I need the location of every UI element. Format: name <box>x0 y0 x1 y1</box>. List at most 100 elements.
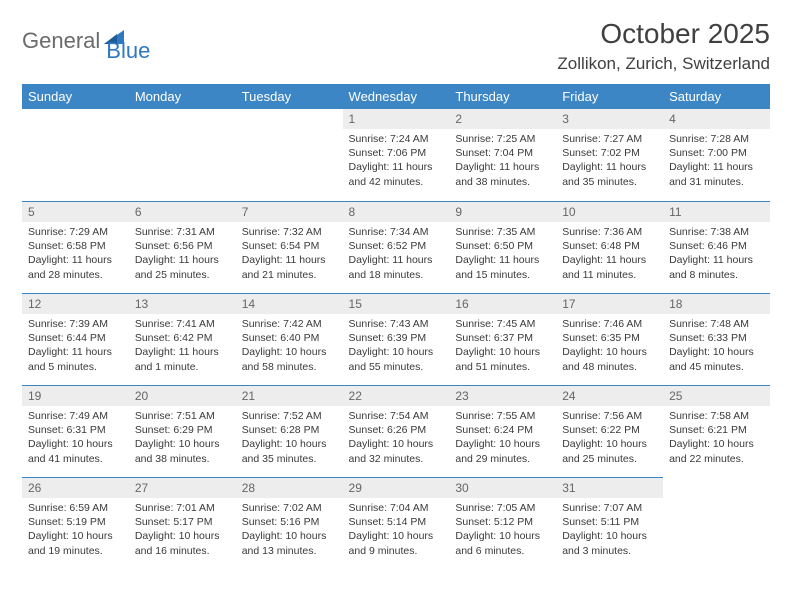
sunset-text: Sunset: 6:35 PM <box>562 331 657 345</box>
daylight-text-2: and 31 minutes. <box>669 175 764 189</box>
sunset-text: Sunset: 7:00 PM <box>669 146 764 160</box>
calendar-cell: 8Sunrise: 7:34 AMSunset: 6:52 PMDaylight… <box>343 201 450 293</box>
daylight-text-1: Daylight: 11 hours <box>455 160 550 174</box>
sunset-text: Sunset: 6:54 PM <box>242 239 337 253</box>
daylight-text-1: Daylight: 11 hours <box>562 253 657 267</box>
weekday-header: Wednesday <box>343 84 450 109</box>
sunset-text: Sunset: 7:04 PM <box>455 146 550 160</box>
sunset-text: Sunset: 5:17 PM <box>135 515 230 529</box>
daylight-text-1: Daylight: 10 hours <box>562 529 657 543</box>
daylight-text-2: and 5 minutes. <box>28 360 123 374</box>
weekday-header: Friday <box>556 84 663 109</box>
daylight-text-2: and 35 minutes. <box>242 452 337 466</box>
daylight-text-2: and 25 minutes. <box>135 268 230 282</box>
calendar-cell: 30Sunrise: 7:05 AMSunset: 5:12 PMDayligh… <box>449 477 556 569</box>
daylight-text-2: and 11 minutes. <box>562 268 657 282</box>
daylight-text-1: Daylight: 11 hours <box>669 160 764 174</box>
daylight-text-1: Daylight: 10 hours <box>562 437 657 451</box>
weekday-header: Tuesday <box>236 84 343 109</box>
day-content: Sunrise: 7:52 AMSunset: 6:28 PMDaylight:… <box>236 406 343 470</box>
sunrise-text: Sunrise: 7:28 AM <box>669 132 764 146</box>
day-number: 3 <box>556 109 663 129</box>
day-content: Sunrise: 7:45 AMSunset: 6:37 PMDaylight:… <box>449 314 556 378</box>
sunrise-text: Sunrise: 7:36 AM <box>562 225 657 239</box>
daylight-text-1: Daylight: 11 hours <box>455 253 550 267</box>
day-number: 22 <box>343 386 450 406</box>
calendar-cell: 21Sunrise: 7:52 AMSunset: 6:28 PMDayligh… <box>236 385 343 477</box>
sunrise-text: Sunrise: 7:05 AM <box>455 501 550 515</box>
daylight-text-2: and 41 minutes. <box>28 452 123 466</box>
daylight-text-2: and 48 minutes. <box>562 360 657 374</box>
calendar-cell: 29Sunrise: 7:04 AMSunset: 5:14 PMDayligh… <box>343 477 450 569</box>
day-number: 24 <box>556 386 663 406</box>
daylight-text-1: Daylight: 10 hours <box>135 437 230 451</box>
header: General Blue October 2025 Zollikon, Zuri… <box>22 18 770 74</box>
daylight-text-1: Daylight: 10 hours <box>28 529 123 543</box>
calendar-cell: 19Sunrise: 7:49 AMSunset: 6:31 PMDayligh… <box>22 385 129 477</box>
day-content: Sunrise: 7:49 AMSunset: 6:31 PMDaylight:… <box>22 406 129 470</box>
day-number: 8 <box>343 202 450 222</box>
sunrise-text: Sunrise: 7:43 AM <box>349 317 444 331</box>
day-number: 4 <box>663 109 770 129</box>
sunset-text: Sunset: 6:28 PM <box>242 423 337 437</box>
sunset-text: Sunset: 6:31 PM <box>28 423 123 437</box>
sunset-text: Sunset: 6:26 PM <box>349 423 444 437</box>
calendar-cell: 6Sunrise: 7:31 AMSunset: 6:56 PMDaylight… <box>129 201 236 293</box>
sunrise-text: Sunrise: 7:46 AM <box>562 317 657 331</box>
day-number: 10 <box>556 202 663 222</box>
daylight-text-1: Daylight: 10 hours <box>242 345 337 359</box>
daylight-text-1: Daylight: 10 hours <box>455 345 550 359</box>
calendar-cell: 31Sunrise: 7:07 AMSunset: 5:11 PMDayligh… <box>556 477 663 569</box>
daylight-text-1: Daylight: 10 hours <box>669 345 764 359</box>
daylight-text-2: and 29 minutes. <box>455 452 550 466</box>
calendar-cell: 1Sunrise: 7:24 AMSunset: 7:06 PMDaylight… <box>343 109 450 201</box>
day-content: Sunrise: 7:07 AMSunset: 5:11 PMDaylight:… <box>556 498 663 562</box>
day-number: 28 <box>236 478 343 498</box>
day-number: 25 <box>663 386 770 406</box>
daylight-text-2: and 51 minutes. <box>455 360 550 374</box>
day-content: Sunrise: 7:55 AMSunset: 6:24 PMDaylight:… <box>449 406 556 470</box>
day-number: 13 <box>129 294 236 314</box>
sunrise-text: Sunrise: 7:01 AM <box>135 501 230 515</box>
calendar-cell: 27Sunrise: 7:01 AMSunset: 5:17 PMDayligh… <box>129 477 236 569</box>
daylight-text-2: and 28 minutes. <box>28 268 123 282</box>
daylight-text-1: Daylight: 10 hours <box>28 437 123 451</box>
calendar-cell <box>663 477 770 569</box>
sunrise-text: Sunrise: 7:54 AM <box>349 409 444 423</box>
sunset-text: Sunset: 6:56 PM <box>135 239 230 253</box>
calendar-cell: 2Sunrise: 7:25 AMSunset: 7:04 PMDaylight… <box>449 109 556 201</box>
daylight-text-1: Daylight: 10 hours <box>349 529 444 543</box>
daylight-text-1: Daylight: 11 hours <box>28 253 123 267</box>
day-content: Sunrise: 7:35 AMSunset: 6:50 PMDaylight:… <box>449 222 556 286</box>
day-content: Sunrise: 7:46 AMSunset: 6:35 PMDaylight:… <box>556 314 663 378</box>
day-number: 18 <box>663 294 770 314</box>
day-content: Sunrise: 7:34 AMSunset: 6:52 PMDaylight:… <box>343 222 450 286</box>
calendar-body: 1Sunrise: 7:24 AMSunset: 7:06 PMDaylight… <box>22 109 770 569</box>
calendar-cell: 15Sunrise: 7:43 AMSunset: 6:39 PMDayligh… <box>343 293 450 385</box>
weekday-header: Thursday <box>449 84 556 109</box>
day-number: 29 <box>343 478 450 498</box>
day-number: 19 <box>22 386 129 406</box>
location-label: Zollikon, Zurich, Switzerland <box>557 54 770 74</box>
daylight-text-2: and 38 minutes. <box>455 175 550 189</box>
sunrise-text: Sunrise: 7:35 AM <box>455 225 550 239</box>
day-number: 23 <box>449 386 556 406</box>
day-content: Sunrise: 7:38 AMSunset: 6:46 PMDaylight:… <box>663 222 770 286</box>
daylight-text-2: and 35 minutes. <box>562 175 657 189</box>
calendar-cell: 23Sunrise: 7:55 AMSunset: 6:24 PMDayligh… <box>449 385 556 477</box>
sunset-text: Sunset: 6:42 PM <box>135 331 230 345</box>
sunrise-text: Sunrise: 7:45 AM <box>455 317 550 331</box>
daylight-text-1: Daylight: 11 hours <box>562 160 657 174</box>
daylight-text-2: and 9 minutes. <box>349 544 444 558</box>
sunrise-text: Sunrise: 7:49 AM <box>28 409 123 423</box>
sunset-text: Sunset: 5:14 PM <box>349 515 444 529</box>
daylight-text-2: and 21 minutes. <box>242 268 337 282</box>
sunset-text: Sunset: 5:19 PM <box>28 515 123 529</box>
day-number: 11 <box>663 202 770 222</box>
sunset-text: Sunset: 5:16 PM <box>242 515 337 529</box>
day-content: Sunrise: 7:28 AMSunset: 7:00 PMDaylight:… <box>663 129 770 193</box>
daylight-text-2: and 25 minutes. <box>562 452 657 466</box>
sunrise-text: Sunrise: 6:59 AM <box>28 501 123 515</box>
sunset-text: Sunset: 6:50 PM <box>455 239 550 253</box>
day-content: Sunrise: 7:02 AMSunset: 5:16 PMDaylight:… <box>236 498 343 562</box>
